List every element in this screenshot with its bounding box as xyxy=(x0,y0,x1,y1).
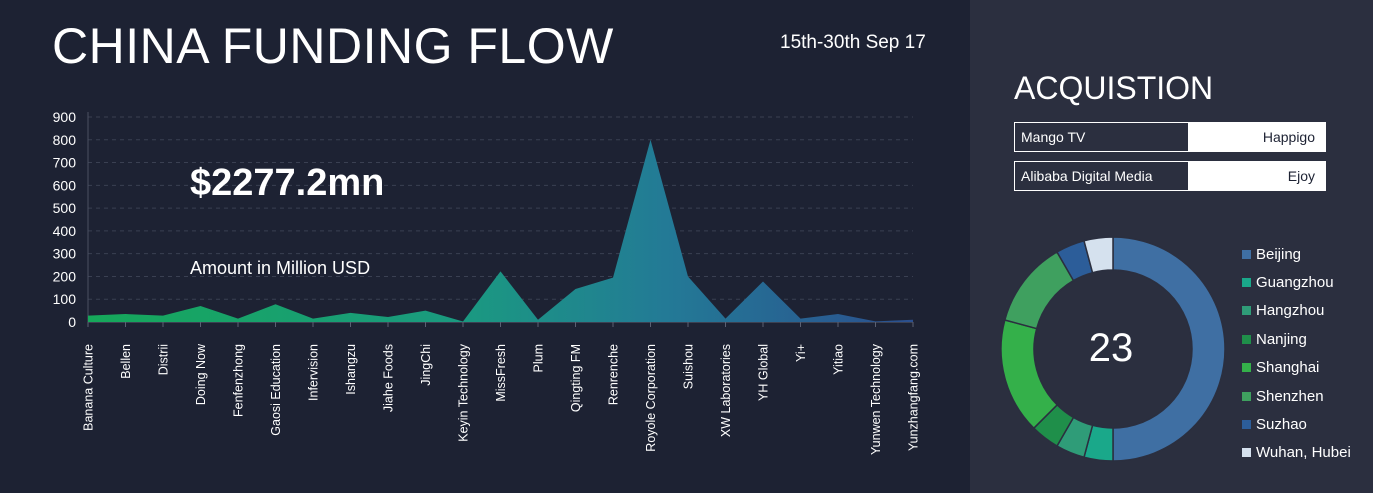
legend-item: Hangzhou xyxy=(1242,297,1351,325)
data-point xyxy=(725,318,727,320)
legend-swatch xyxy=(1242,391,1251,401)
acquisition-deal-row: Mango TV Happigo xyxy=(1014,122,1326,152)
target-name: Ejoy xyxy=(1189,162,1325,190)
donut-legend: Beijing Guangzhou Hangzhou Nanjing Shanghai S… xyxy=(1242,240,1351,467)
data-point xyxy=(537,319,539,321)
funding-panel xyxy=(0,0,970,493)
legend-label: Wuhan, Hubei xyxy=(1256,444,1351,462)
data-point xyxy=(125,313,127,315)
x-tick-label: Qingting FM xyxy=(569,344,583,412)
x-tick-label: Yitiao xyxy=(832,344,846,375)
legend-item: Nanjing xyxy=(1242,325,1351,353)
y-tick-label: 800 xyxy=(53,132,77,148)
x-tick-label: Renrenche xyxy=(607,344,621,405)
y-tick-label: 700 xyxy=(53,155,77,171)
legend-swatch xyxy=(1242,306,1251,316)
legend-swatch xyxy=(1242,448,1251,458)
x-tick-label: Yunzhangfang.com xyxy=(907,344,921,451)
x-tick-label: Yunwen Technology xyxy=(869,343,883,455)
legend-swatch xyxy=(1242,363,1251,373)
legend-label: Guangzhou xyxy=(1256,274,1334,292)
y-tick-label: 600 xyxy=(53,177,77,193)
y-tick-label: 0 xyxy=(68,314,76,330)
data-point xyxy=(687,275,689,277)
donut-slice xyxy=(1000,319,1059,430)
acquirer-name: Alibaba Digital Media xyxy=(1015,162,1189,190)
x-tick-label: Gaosi Education xyxy=(269,344,283,436)
x-tick-label: Doing Now xyxy=(194,343,208,405)
legend-swatch xyxy=(1242,420,1251,430)
x-tick-label: Banana Culture xyxy=(82,344,96,431)
y-tick-label: 400 xyxy=(53,223,77,239)
funding-area-series xyxy=(88,139,913,322)
y-tick-label: 300 xyxy=(53,246,77,262)
data-point xyxy=(575,288,577,290)
legend-label: Shanghai xyxy=(1256,359,1320,377)
legend-swatch xyxy=(1242,334,1251,344)
x-tick-label: Keyin Technology xyxy=(457,343,471,442)
data-point xyxy=(800,318,802,320)
x-tick-label: MissFresh xyxy=(494,344,508,402)
data-point xyxy=(237,318,239,320)
x-tick-label: Fenfenzhong xyxy=(232,344,246,417)
legend-item: Shenzhen xyxy=(1242,382,1351,410)
donut-slice xyxy=(1083,236,1114,274)
data-point xyxy=(425,310,427,312)
legend-item: Beijing xyxy=(1242,240,1351,268)
legend-label: Shenzhen xyxy=(1256,387,1324,405)
legend-item: Suzhao xyxy=(1242,410,1351,438)
x-tick-label: JingChi xyxy=(419,344,433,386)
amount-unit-label: Amount in Million USD xyxy=(190,258,371,278)
x-tick-label: Distrii xyxy=(157,344,171,375)
x-tick-label: Royole Corporation xyxy=(644,344,658,452)
legend-label: Beijing xyxy=(1256,245,1302,263)
date-range: 15th-30th Sep 17 xyxy=(780,32,926,53)
x-tick-label: Yi+ xyxy=(794,344,808,362)
y-tick-label: 100 xyxy=(53,291,77,307)
data-point xyxy=(500,270,502,272)
data-point xyxy=(387,316,389,318)
legend-label: Suzhao xyxy=(1256,416,1307,434)
x-tick-label: Suishou xyxy=(682,344,696,389)
data-point xyxy=(200,305,202,307)
x-tick-label: YH Global xyxy=(757,344,771,401)
y-tick-label: 500 xyxy=(53,200,77,216)
x-tick-label: Bellen xyxy=(119,344,133,379)
acquirer-name: Mango TV xyxy=(1015,123,1189,151)
data-point xyxy=(837,313,839,315)
data-point xyxy=(275,303,277,305)
target-name: Happigo xyxy=(1189,123,1325,151)
city-donut-chart xyxy=(1000,236,1226,462)
legend-label: Hangzhou xyxy=(1256,302,1325,320)
data-point xyxy=(912,319,914,321)
funding-area-chart: 0 100 200 300 400 500 600 700 800 900 Banana Cult… xyxy=(53,109,921,455)
page-title: CHINA FUNDING FLOW xyxy=(52,18,614,74)
y-tick-label: 900 xyxy=(53,109,77,125)
data-point xyxy=(162,315,164,317)
x-tick-label: Ishangzu xyxy=(344,344,358,395)
total-amount: $2277.2mn xyxy=(190,162,385,204)
legend-swatch xyxy=(1242,249,1251,259)
data-point xyxy=(350,312,352,314)
x-tick-label: Jiahe Foods xyxy=(382,344,396,412)
data-point xyxy=(650,139,652,141)
data-point xyxy=(312,318,314,320)
data-point xyxy=(87,315,89,317)
acquisition-title: ACQUISTION xyxy=(1014,70,1214,106)
x-tick-label: Plum xyxy=(532,344,546,372)
x-tick-label: XW Laboratories xyxy=(719,344,733,437)
acquisition-deal-row: Alibaba Digital Media Ejoy xyxy=(1014,161,1326,191)
data-point xyxy=(762,280,764,282)
legend-swatch xyxy=(1242,278,1251,288)
legend-item: Shanghai xyxy=(1242,354,1351,382)
data-point xyxy=(612,277,614,279)
x-tick-label: Infervision xyxy=(307,344,321,401)
donut-slice xyxy=(1112,236,1226,462)
legend-label: Nanjing xyxy=(1256,330,1307,348)
legend-item: Guangzhou xyxy=(1242,268,1351,296)
y-tick-label: 200 xyxy=(53,268,77,284)
legend-item: Wuhan, Hubei xyxy=(1242,439,1351,467)
donut-center-count: 23 xyxy=(1088,326,1134,370)
